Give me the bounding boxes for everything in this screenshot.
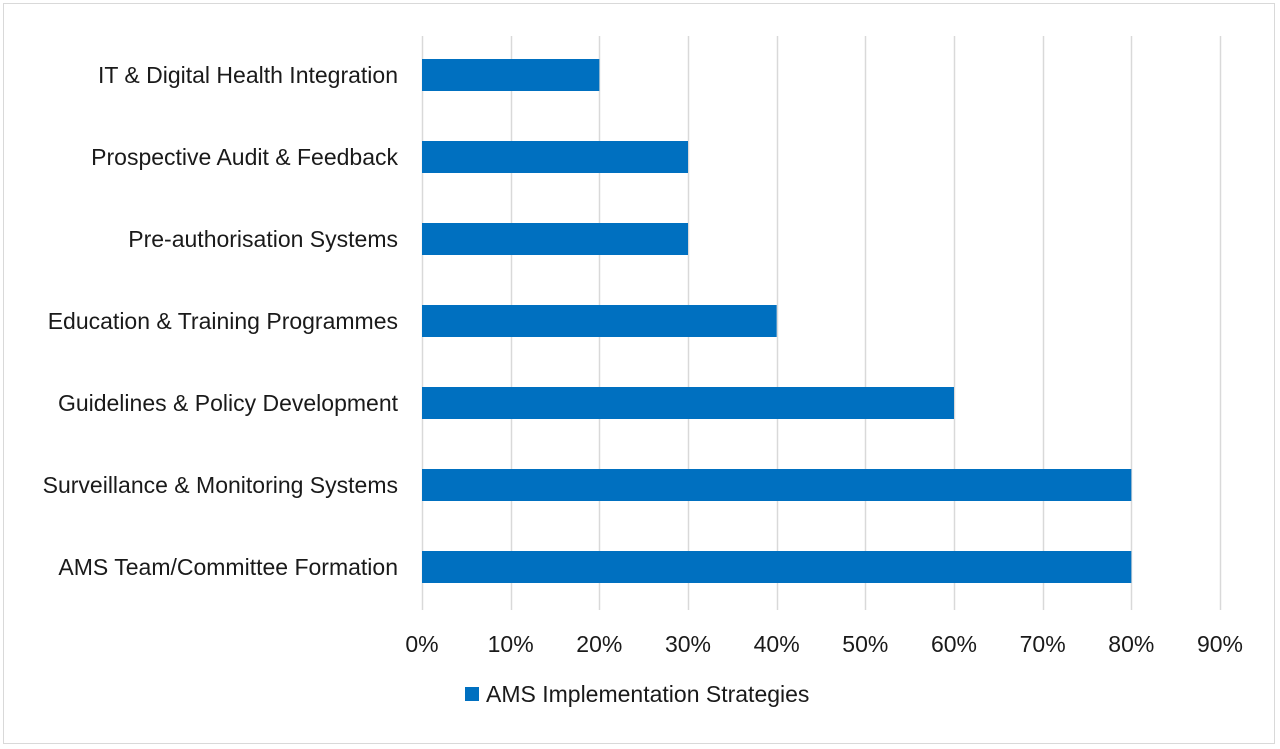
bar bbox=[422, 387, 954, 419]
chart-frame bbox=[3, 3, 1275, 744]
category-label: IT & Digital Health Integration bbox=[98, 62, 398, 88]
x-tick-label: 60% bbox=[931, 631, 977, 657]
bar bbox=[422, 141, 688, 173]
x-tick-label: 10% bbox=[488, 631, 534, 657]
x-tick-label: 40% bbox=[754, 631, 800, 657]
legend-label: AMS Implementation Strategies bbox=[486, 681, 809, 707]
x-tick-label: 80% bbox=[1108, 631, 1154, 657]
category-label: Guidelines & Policy Development bbox=[58, 390, 399, 416]
bar bbox=[422, 551, 1132, 583]
bar bbox=[422, 59, 600, 91]
x-tick-label: 70% bbox=[1020, 631, 1066, 657]
x-tick-label: 50% bbox=[842, 631, 888, 657]
x-tick-label: 90% bbox=[1197, 631, 1243, 657]
x-tick-labels: 0% 10% 20% 30% 40% 50% 60% 70% 80% 90% bbox=[405, 631, 1243, 657]
x-tick-label: 20% bbox=[576, 631, 622, 657]
legend: AMS Implementation Strategies bbox=[465, 681, 809, 707]
gridlines bbox=[421, 36, 1222, 610]
category-label: Pre-authorisation Systems bbox=[128, 226, 398, 252]
category-labels: IT & Digital Health Integration Prospecti… bbox=[43, 62, 399, 580]
category-label: Prospective Audit & Feedback bbox=[91, 144, 398, 170]
bar bbox=[422, 223, 688, 255]
x-tick-label: 0% bbox=[405, 631, 438, 657]
bar bbox=[422, 469, 1132, 501]
category-label: Surveillance & Monitoring Systems bbox=[43, 472, 398, 498]
category-label: AMS Team/Committee Formation bbox=[58, 554, 398, 580]
legend-swatch bbox=[465, 687, 479, 701]
bar bbox=[422, 305, 777, 337]
category-label: Education & Training Programmes bbox=[48, 308, 398, 334]
bars bbox=[422, 59, 1132, 583]
x-tick-label: 30% bbox=[665, 631, 711, 657]
